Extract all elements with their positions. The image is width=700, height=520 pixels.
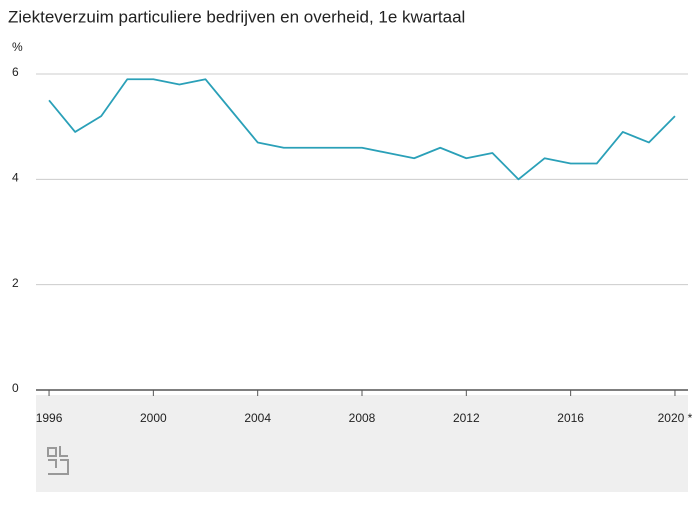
x-tick-label: 2004	[244, 411, 271, 425]
x-tick-label: 2020 *	[658, 411, 693, 425]
chart-title: Ziekteverzuim particuliere bedrijven en …	[8, 7, 465, 26]
y-tick-label: 4	[12, 171, 19, 185]
x-tick-label: 2012	[453, 411, 480, 425]
x-tick-label: 2008	[349, 411, 376, 425]
cbs-logo	[47, 446, 69, 475]
x-tick-label: 2000	[140, 411, 167, 425]
footer	[36, 395, 688, 492]
y-unit: %	[12, 40, 23, 54]
y-tick-label: 0	[12, 381, 19, 395]
x-tick-label: 1996	[36, 411, 63, 425]
y-tick-label: 2	[12, 276, 19, 290]
x-tick-label: 2016	[557, 411, 584, 425]
data-line	[48, 78, 676, 181]
y-tick-label: 6	[12, 65, 19, 79]
